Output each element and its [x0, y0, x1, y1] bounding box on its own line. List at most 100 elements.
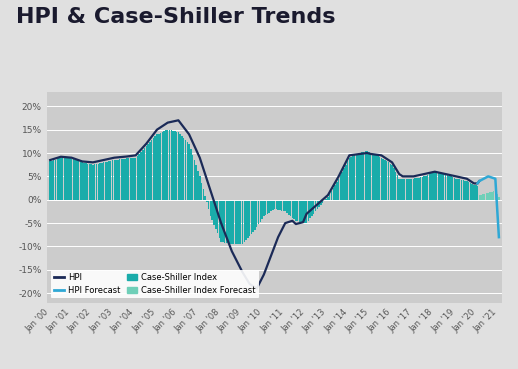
Bar	[479, 195, 480, 200]
Bar	[222, 200, 224, 242]
Bar	[112, 161, 113, 200]
Bar	[416, 178, 418, 200]
Bar	[471, 184, 473, 200]
Bar	[274, 200, 275, 209]
Bar	[486, 193, 487, 200]
Bar	[85, 163, 87, 200]
Bar	[286, 200, 288, 213]
Bar	[407, 179, 409, 200]
Bar	[283, 200, 284, 211]
Bar	[229, 200, 231, 244]
Bar	[293, 200, 295, 219]
Bar	[464, 181, 466, 200]
Bar	[121, 159, 122, 200]
Bar	[256, 200, 257, 227]
Bar	[126, 158, 127, 200]
Bar	[414, 178, 416, 200]
Bar	[267, 200, 268, 214]
Bar	[263, 200, 265, 216]
Bar	[64, 158, 65, 200]
Bar	[489, 192, 491, 200]
Bar	[331, 191, 332, 200]
Bar	[53, 160, 54, 200]
Bar	[103, 162, 104, 200]
Bar	[361, 152, 363, 200]
Bar	[110, 161, 111, 200]
Bar	[220, 200, 222, 242]
Bar	[149, 142, 151, 200]
Bar	[297, 200, 298, 221]
Bar	[206, 200, 208, 202]
Bar	[406, 179, 407, 200]
Bar	[172, 131, 174, 200]
Bar	[397, 175, 398, 200]
Bar	[316, 200, 318, 209]
Bar	[341, 172, 343, 200]
Bar	[448, 176, 450, 200]
Bar	[290, 200, 291, 216]
Bar	[498, 197, 500, 200]
Bar	[438, 172, 439, 200]
Bar	[432, 172, 434, 200]
Bar	[51, 161, 53, 200]
Bar	[128, 158, 130, 200]
Bar	[138, 154, 140, 200]
Bar	[142, 150, 143, 200]
Bar	[233, 200, 234, 244]
Bar	[174, 131, 176, 200]
Bar	[78, 161, 79, 200]
Bar	[450, 176, 452, 200]
Bar	[170, 130, 172, 200]
Bar	[288, 200, 290, 214]
Bar	[217, 200, 218, 233]
Bar	[338, 179, 339, 200]
Bar	[366, 151, 368, 200]
Bar	[388, 162, 389, 200]
Bar	[272, 200, 274, 210]
Bar	[304, 200, 306, 223]
Bar	[391, 165, 393, 200]
Bar	[99, 163, 101, 200]
Bar	[252, 200, 254, 232]
Bar	[122, 159, 124, 200]
Bar	[480, 194, 482, 200]
Bar	[461, 180, 462, 200]
Bar	[197, 171, 199, 200]
Bar	[117, 159, 119, 200]
Bar	[144, 148, 146, 200]
Bar	[240, 200, 241, 244]
Bar	[400, 179, 402, 200]
Bar	[381, 158, 382, 200]
Bar	[247, 200, 249, 238]
Bar	[204, 196, 206, 200]
Bar	[473, 185, 474, 200]
Bar	[281, 200, 282, 211]
Bar	[203, 189, 204, 200]
Bar	[308, 200, 309, 221]
Bar	[470, 183, 471, 200]
Bar	[350, 157, 352, 200]
Bar	[183, 138, 184, 200]
Bar	[90, 164, 92, 200]
Bar	[130, 158, 131, 200]
Bar	[235, 200, 236, 244]
Bar	[106, 162, 108, 200]
Bar	[327, 197, 329, 200]
Bar	[372, 154, 373, 200]
Bar	[94, 164, 95, 200]
Bar	[434, 172, 436, 200]
Bar	[165, 130, 167, 200]
Bar	[163, 131, 165, 200]
Bar	[429, 174, 430, 200]
Bar	[231, 200, 233, 244]
Bar	[395, 172, 396, 200]
Bar	[359, 153, 361, 200]
Bar	[210, 200, 211, 216]
Bar	[185, 140, 186, 200]
Bar	[363, 152, 364, 200]
Bar	[265, 200, 266, 215]
Bar	[443, 174, 444, 200]
Bar	[436, 172, 437, 200]
Bar	[55, 159, 56, 200]
Bar	[368, 152, 370, 200]
